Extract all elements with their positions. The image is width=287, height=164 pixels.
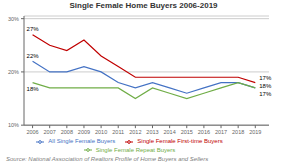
svg-text:2018: 2018 [232, 129, 244, 135]
svg-text:20%: 20% [8, 69, 19, 75]
svg-text:2014: 2014 [164, 129, 176, 135]
svg-text:30%: 30% [8, 16, 19, 22]
svg-text:17%: 17% [259, 91, 272, 97]
html-text:Single Female Home Buyers 2006: Single Female Home Buyers 2006-2019 [69, 1, 218, 10]
svg-text:10%: 10% [8, 122, 19, 128]
svg-text:2009: 2009 [78, 129, 90, 135]
svg-text:2016: 2016 [198, 129, 210, 135]
html-text:Source: National Association o: Source: National Association of Realtors… [6, 156, 209, 162]
svg-text:2012: 2012 [129, 129, 141, 135]
svg-text:2017: 2017 [215, 129, 227, 135]
svg-text:27%: 27% [27, 26, 40, 32]
svg-text:18%: 18% [27, 86, 40, 92]
svg-text:2011: 2011 [112, 129, 124, 135]
svg-text:2010: 2010 [95, 129, 107, 135]
svg-text:17%: 17% [259, 75, 272, 81]
svg-text:2007: 2007 [44, 129, 56, 135]
svg-text:2015: 2015 [181, 129, 193, 135]
html-text:Single Female First-time Buyer: Single Female First-time Buyers [137, 138, 223, 145]
svg-text:2008: 2008 [61, 129, 73, 135]
svg-text:2019: 2019 [249, 129, 261, 135]
svg-text:2013: 2013 [146, 129, 158, 135]
html-text:All Single Female Buyers: All Single Female Buyers [48, 138, 116, 145]
svg-text:2006: 2006 [26, 129, 38, 135]
html-text:Single Female Repeat Buyers: Single Female Repeat Buyers [95, 146, 176, 153]
svg-text:22%: 22% [27, 53, 40, 59]
svg-text:18%: 18% [259, 83, 272, 89]
